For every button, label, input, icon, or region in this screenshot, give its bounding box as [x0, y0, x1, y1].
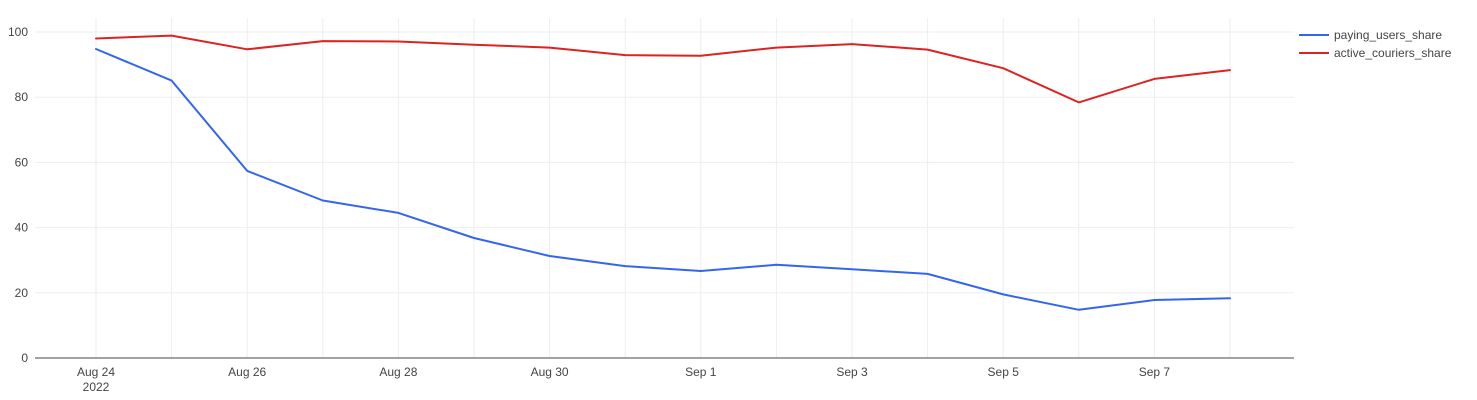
data-point-paying_users_share[interactable]: [1227, 295, 1233, 301]
data-point-active_couriers_share[interactable]: [471, 42, 477, 48]
series-line-active_couriers_share: [95, 34, 1231, 104]
x-tick-label: Sep 3: [836, 365, 868, 379]
data-point-active_couriers_share[interactable]: [547, 45, 553, 51]
data-point-active_couriers_share[interactable]: [395, 38, 401, 44]
data-point-paying_users_share[interactable]: [395, 210, 401, 216]
data-point-active_couriers_share[interactable]: [93, 36, 99, 42]
data-point-paying_users_share[interactable]: [925, 271, 931, 277]
x-tick-label: Aug 30: [531, 365, 569, 379]
legend-label: paying_users_share: [1334, 28, 1442, 42]
y-tick-label: 60: [15, 155, 29, 169]
series-layer: [93, 33, 1233, 313]
data-point-active_couriers_share[interactable]: [1227, 67, 1233, 73]
y-tick-label: 0: [21, 351, 28, 365]
x-tick-sublabel: 2022: [83, 380, 110, 394]
data-point-paying_users_share[interactable]: [773, 262, 779, 268]
x-tick-label: Sep 1: [685, 365, 717, 379]
data-point-active_couriers_share[interactable]: [1151, 76, 1157, 82]
y-tick-label: 40: [15, 221, 29, 235]
data-point-paying_users_share[interactable]: [93, 46, 99, 52]
data-point-active_couriers_share[interactable]: [244, 46, 250, 52]
data-point-paying_users_share[interactable]: [547, 253, 553, 259]
legend-item-paying_users_share[interactable]: paying_users_share: [1299, 28, 1442, 42]
data-point-paying_users_share[interactable]: [622, 263, 628, 269]
x-tick-label: Aug 24: [77, 365, 115, 379]
data-point-paying_users_share[interactable]: [320, 198, 326, 204]
x-tick-label: Aug 28: [379, 365, 417, 379]
legend-item-active_couriers_share[interactable]: active_couriers_share: [1299, 46, 1452, 60]
grid-layer: [35, 18, 1294, 358]
y-tick-label: 80: [15, 90, 29, 104]
data-point-paying_users_share[interactable]: [169, 78, 175, 84]
data-point-paying_users_share[interactable]: [471, 235, 477, 241]
series-line-paying_users_share: [95, 48, 1231, 311]
y-tick-label: 100: [8, 25, 28, 39]
data-point-active_couriers_share[interactable]: [925, 47, 931, 53]
data-point-active_couriers_share[interactable]: [773, 45, 779, 51]
data-point-active_couriers_share[interactable]: [169, 33, 175, 39]
legend[interactable]: paying_users_share active_couriers_share: [1299, 28, 1452, 60]
x-tick-label: Sep 5: [988, 365, 1020, 379]
data-point-active_couriers_share[interactable]: [622, 52, 628, 58]
x-tick-label: Sep 7: [1139, 365, 1171, 379]
data-point-paying_users_share[interactable]: [244, 168, 250, 174]
y-tick-label: 20: [15, 286, 29, 300]
data-point-paying_users_share[interactable]: [1076, 307, 1082, 313]
data-point-paying_users_share[interactable]: [1000, 291, 1006, 297]
legend-label: active_couriers_share: [1334, 46, 1452, 60]
data-point-paying_users_share[interactable]: [849, 266, 855, 272]
data-point-active_couriers_share[interactable]: [1076, 99, 1082, 105]
data-point-active_couriers_share[interactable]: [320, 38, 326, 44]
data-point-active_couriers_share[interactable]: [849, 41, 855, 47]
data-point-active_couriers_share[interactable]: [698, 53, 704, 59]
data-point-active_couriers_share[interactable]: [1000, 65, 1006, 71]
x-tick-label: Aug 26: [228, 365, 266, 379]
data-point-paying_users_share[interactable]: [1151, 297, 1157, 303]
data-point-paying_users_share[interactable]: [698, 268, 704, 274]
